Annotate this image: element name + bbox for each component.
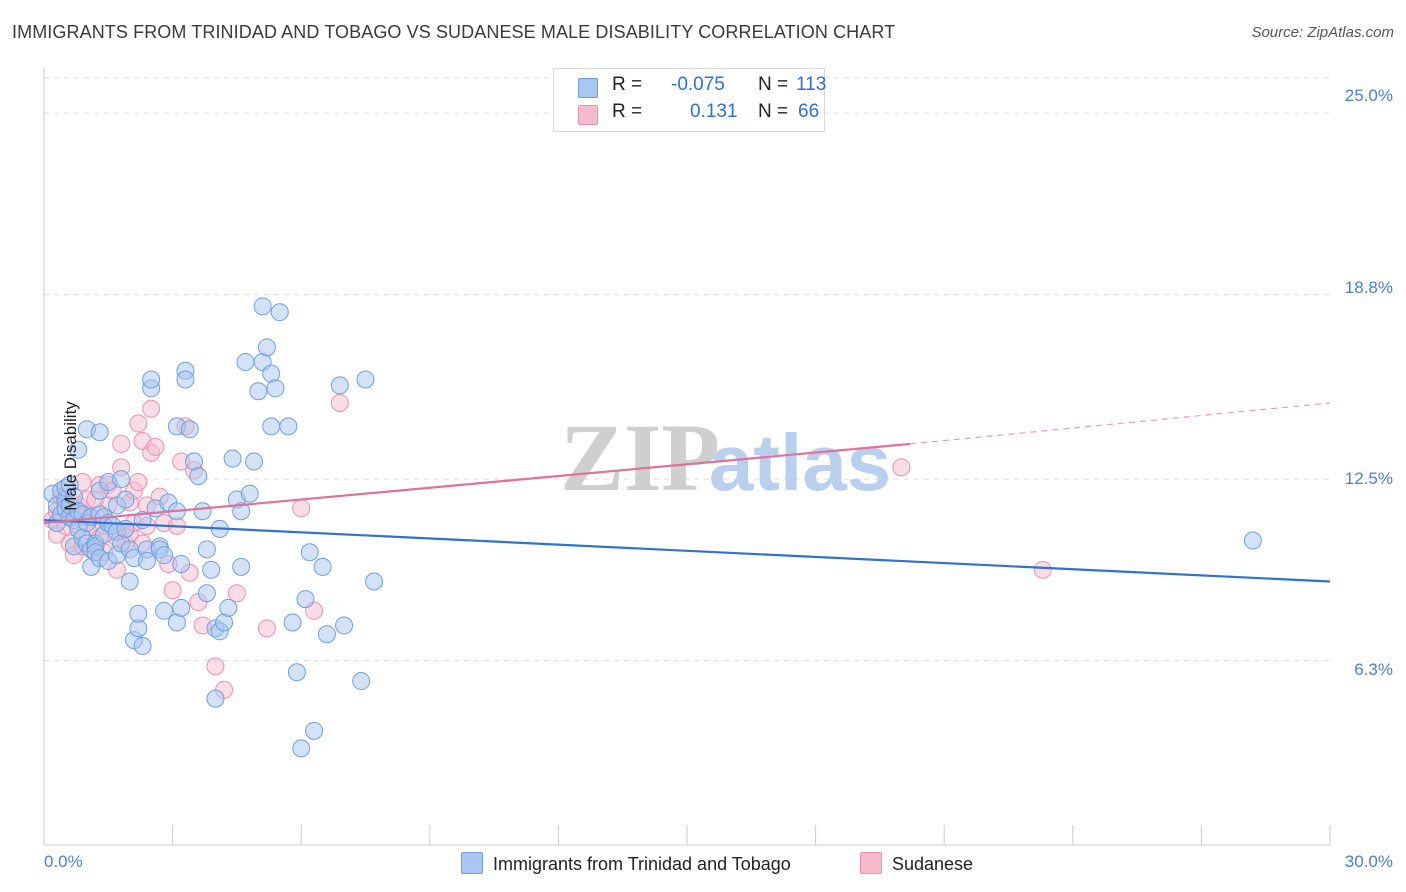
data-point-sudanese — [206, 657, 225, 676]
blue-swatch — [578, 78, 598, 98]
data-point-trinidad — [137, 552, 156, 571]
legend-label: Sudanese — [892, 854, 974, 874]
data-point-trinidad — [330, 376, 349, 395]
pink-swatch — [578, 105, 598, 125]
data-point-trinidad — [180, 420, 199, 439]
r-label: R = — [612, 74, 643, 95]
stats-legend: R = -0.075 N = 113 R = 0.131 N = 66 — [553, 68, 827, 132]
n-value: 113 — [796, 74, 827, 95]
data-point-sudanese — [146, 437, 165, 456]
data-point-trinidad — [206, 689, 225, 708]
legend-item-trinidad: Immigrants from Trinidad and Tobago — [461, 852, 791, 875]
data-point-trinidad — [90, 423, 109, 442]
data-point-trinidad — [335, 616, 354, 635]
data-point-trinidad — [249, 382, 268, 401]
y-tick-label: 12.5% — [1344, 469, 1393, 488]
data-point-trinidad — [305, 721, 324, 740]
data-point-trinidad — [283, 613, 302, 632]
data-point-trinidad — [253, 297, 272, 316]
data-point-trinidad — [232, 502, 251, 521]
data-point-sudanese — [163, 581, 182, 600]
data-point-trinidad — [1243, 531, 1262, 550]
data-point-trinidad — [365, 572, 384, 591]
trend-line-sudanese-extension — [909, 402, 1331, 445]
data-point-trinidad — [69, 440, 88, 459]
data-point-trinidad — [129, 604, 148, 623]
data-point-trinidad — [236, 352, 255, 371]
data-point-sudanese — [1033, 560, 1052, 579]
legend-item-sudanese: Sudanese — [860, 852, 973, 875]
y-axis-label: Male Disability — [60, 401, 80, 511]
trend-line-trinidad — [43, 518, 1331, 583]
data-point-trinidad — [112, 470, 131, 489]
data-point-trinidad — [240, 484, 259, 503]
data-point-trinidad — [245, 452, 264, 471]
x-tick-label: 30.0% — [1344, 852, 1393, 871]
data-point-trinidad — [232, 557, 251, 576]
data-point-sudanese — [257, 619, 276, 638]
legend-label: Immigrants from Trinidad and Tobago — [493, 854, 791, 874]
trend-line-sudanese — [43, 442, 911, 525]
r-value: 0.131 — [690, 101, 738, 122]
data-point-trinidad — [176, 370, 195, 389]
data-point-trinidad — [279, 417, 298, 436]
y-tick-label: 6.3% — [1354, 660, 1393, 679]
data-point-trinidad — [189, 467, 208, 486]
data-point-trinidad — [352, 672, 371, 691]
data-point-trinidad — [262, 417, 281, 436]
data-point-trinidad — [287, 663, 306, 682]
data-point-sudanese — [129, 472, 148, 491]
data-point-sudanese — [292, 499, 311, 518]
source-credit: Source: ZipAtlas.com — [1251, 24, 1394, 41]
data-point-trinidad — [223, 449, 242, 468]
data-point-trinidad — [197, 540, 216, 559]
data-point-trinidad — [257, 338, 276, 357]
data-point-trinidad — [300, 543, 319, 562]
data-point-trinidad — [313, 557, 332, 576]
watermark-zip: ZIP — [560, 404, 720, 511]
data-point-trinidad — [292, 739, 311, 758]
blue-swatch — [461, 852, 483, 874]
data-point-trinidad — [193, 502, 212, 521]
data-point-trinidad — [270, 303, 289, 322]
data-point-sudanese — [129, 414, 148, 433]
data-point-trinidad — [142, 370, 161, 389]
data-point-sudanese — [227, 584, 246, 603]
data-point-trinidad — [155, 546, 174, 565]
n-value: 66 — [798, 101, 820, 122]
data-point-trinidad — [133, 636, 152, 655]
r-value: -0.075 — [671, 74, 725, 95]
y-tick-label: 25.0% — [1344, 86, 1393, 105]
data-point-trinidad — [296, 590, 315, 609]
data-point-sudanese — [112, 434, 131, 453]
data-point-trinidad — [202, 560, 221, 579]
data-point-trinidad — [116, 490, 135, 509]
data-point-sudanese — [892, 458, 911, 477]
watermark-atlas: atlas — [709, 418, 891, 507]
data-point-trinidad — [155, 601, 174, 620]
data-point-trinidad — [219, 598, 238, 617]
chart-title: IMMIGRANTS FROM TRINIDAD AND TOBAGO VS S… — [12, 22, 896, 42]
data-point-trinidad — [356, 370, 375, 389]
n-label: N = — [758, 101, 789, 122]
pink-swatch — [860, 852, 882, 874]
r-label: R = — [612, 101, 643, 122]
n-label: N = — [758, 74, 789, 95]
data-point-sudanese — [142, 399, 161, 418]
data-point-trinidad — [197, 584, 216, 603]
data-point-trinidad — [120, 572, 139, 591]
y-tick-label: 18.8% — [1344, 278, 1393, 297]
x-tick-label: 0.0% — [44, 852, 83, 871]
data-point-sudanese — [330, 393, 349, 412]
data-point-trinidad — [172, 554, 191, 573]
data-point-trinidad — [172, 598, 191, 617]
data-point-trinidad — [317, 625, 336, 644]
data-point-trinidad — [266, 379, 285, 398]
